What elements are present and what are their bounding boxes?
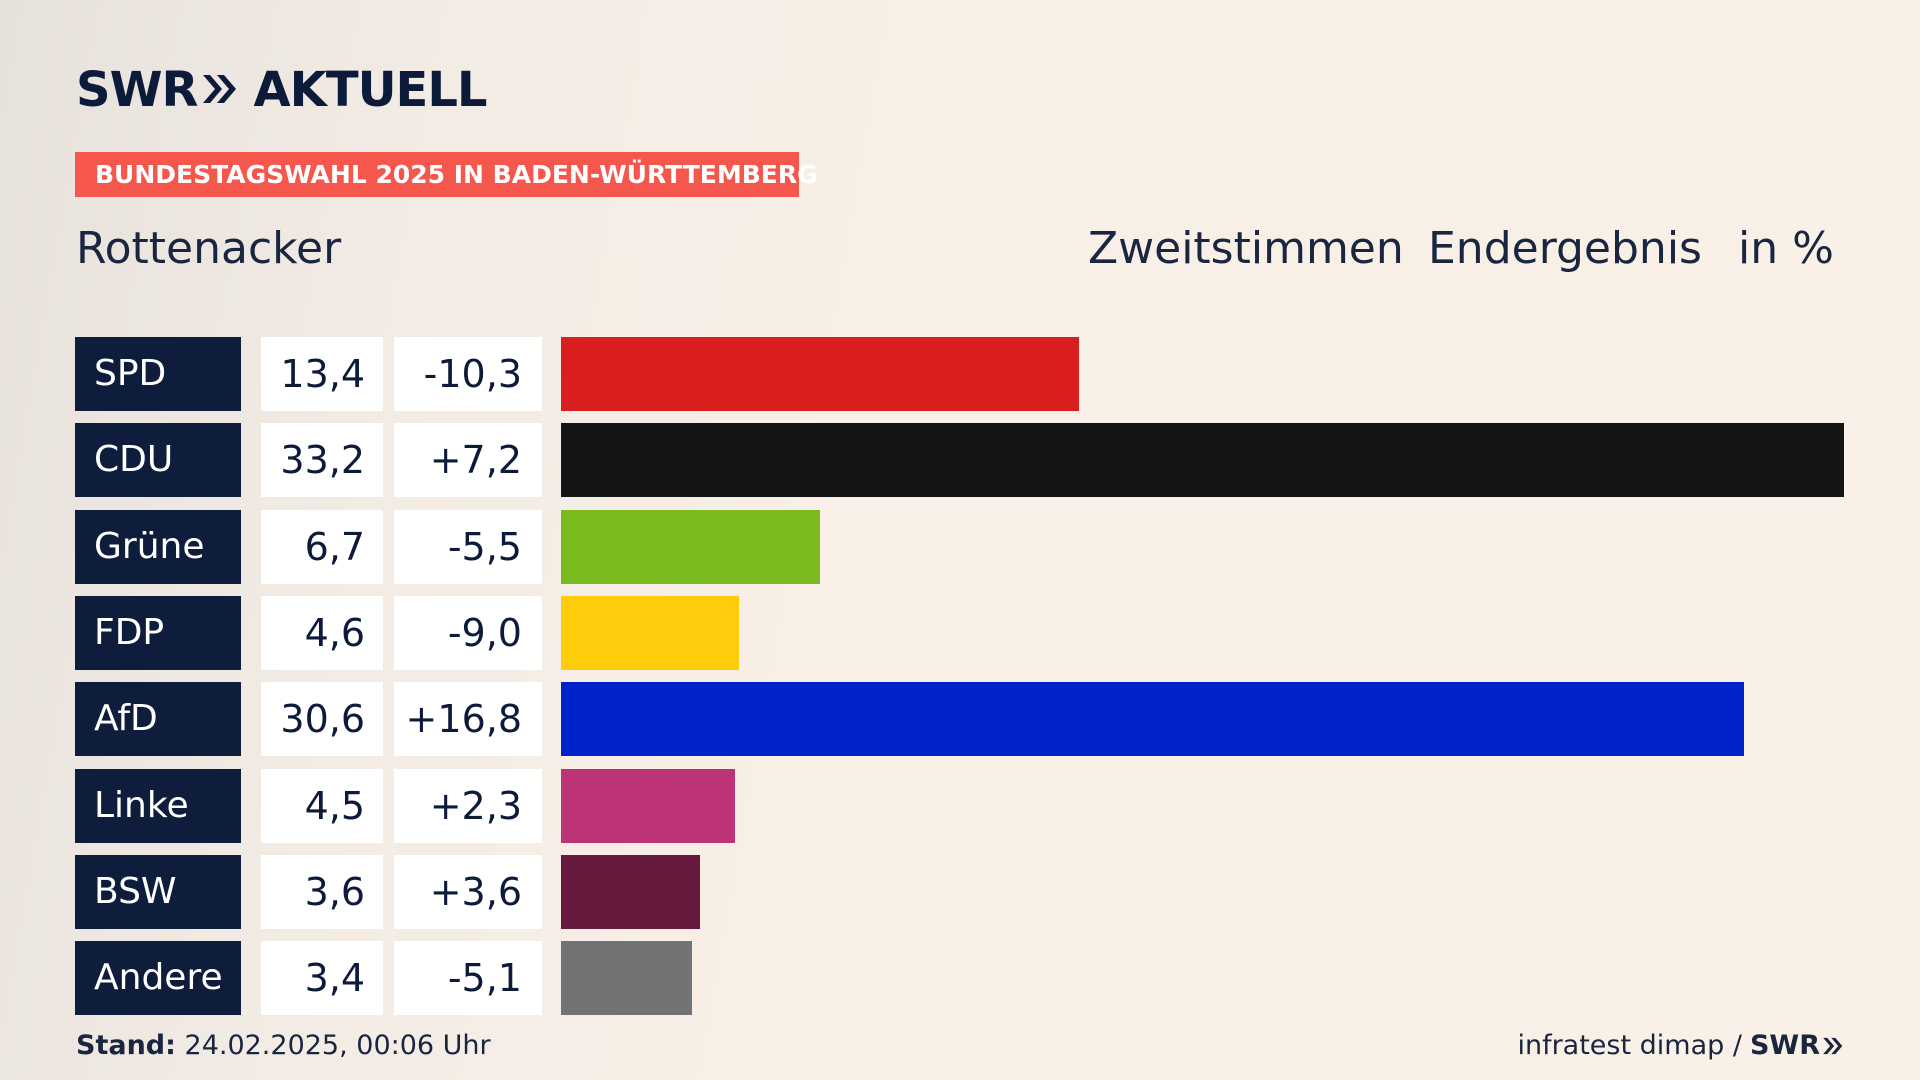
change-value: +2,3 — [394, 768, 542, 843]
timestamp-value: 24.02.2025, 00:06 Uhr — [184, 1030, 491, 1061]
party-label: SPD — [75, 337, 241, 411]
vote-share-value: 6,7 — [261, 509, 383, 584]
vote-share-value: 33,2 — [261, 423, 383, 498]
result-bar — [561, 337, 1079, 411]
vote-share-value: 4,6 — [261, 595, 383, 670]
logo-aktuell-text: AKTUELL — [253, 62, 487, 118]
source-brand-logo: SWR — [1750, 1030, 1844, 1061]
result-bar — [561, 423, 1844, 498]
party-label: Linke — [75, 768, 241, 843]
vote-share-value: 4,5 — [261, 768, 383, 843]
party-label: CDU — [75, 423, 241, 498]
source-credit: infratest dimap / SWR — [1517, 1030, 1844, 1061]
party-label: BSW — [75, 854, 241, 929]
result-bar — [561, 595, 739, 670]
change-value: +16,8 — [394, 682, 542, 757]
party-label: AfD — [75, 682, 241, 757]
change-value: -10,3 — [394, 337, 542, 411]
change-value: -9,0 — [394, 595, 542, 670]
vote-share-value: 3,4 — [261, 941, 383, 1016]
result-bar — [561, 509, 820, 584]
change-value: +7,2 — [394, 423, 542, 498]
party-label: Andere — [75, 941, 241, 1016]
result-bar — [561, 768, 735, 843]
result-bar — [561, 682, 1744, 757]
change-value: -5,5 — [394, 509, 542, 584]
timestamp-label: Stand: — [76, 1030, 176, 1061]
double-chevron-icon-small — [1823, 1037, 1843, 1054]
change-value: -5,1 — [394, 941, 542, 1016]
header-vote-type: Zweitstimmen — [1088, 223, 1404, 274]
timestamp: Stand: 24.02.2025, 00:06 Uhr — [76, 1030, 491, 1061]
election-tag: BUNDESTAGSWAHL 2025 IN BADEN-WÜRTTEMBERG — [75, 152, 818, 197]
source-text: infratest dimap / — [1517, 1030, 1742, 1061]
header-status: Endergebnis — [1428, 223, 1702, 274]
source-brand-text: SWR — [1749, 1030, 1820, 1061]
header-unit: in % — [1738, 223, 1834, 274]
result-bar — [561, 941, 692, 1016]
vote-share-value: 3,6 — [261, 854, 383, 929]
vote-share-value: 13,4 — [261, 337, 383, 411]
logo-swr-text: SWR — [76, 62, 198, 118]
party-label: FDP — [75, 595, 241, 670]
double-chevron-icon — [201, 66, 239, 114]
vote-share-value: 30,6 — [261, 682, 383, 757]
result-bar — [561, 854, 700, 929]
party-label: Grüne — [75, 509, 241, 584]
swr-aktuell-logo: SWR AKTUELL — [76, 62, 488, 118]
change-value: +3,6 — [394, 854, 542, 929]
location-title: Rottenacker — [76, 223, 342, 274]
